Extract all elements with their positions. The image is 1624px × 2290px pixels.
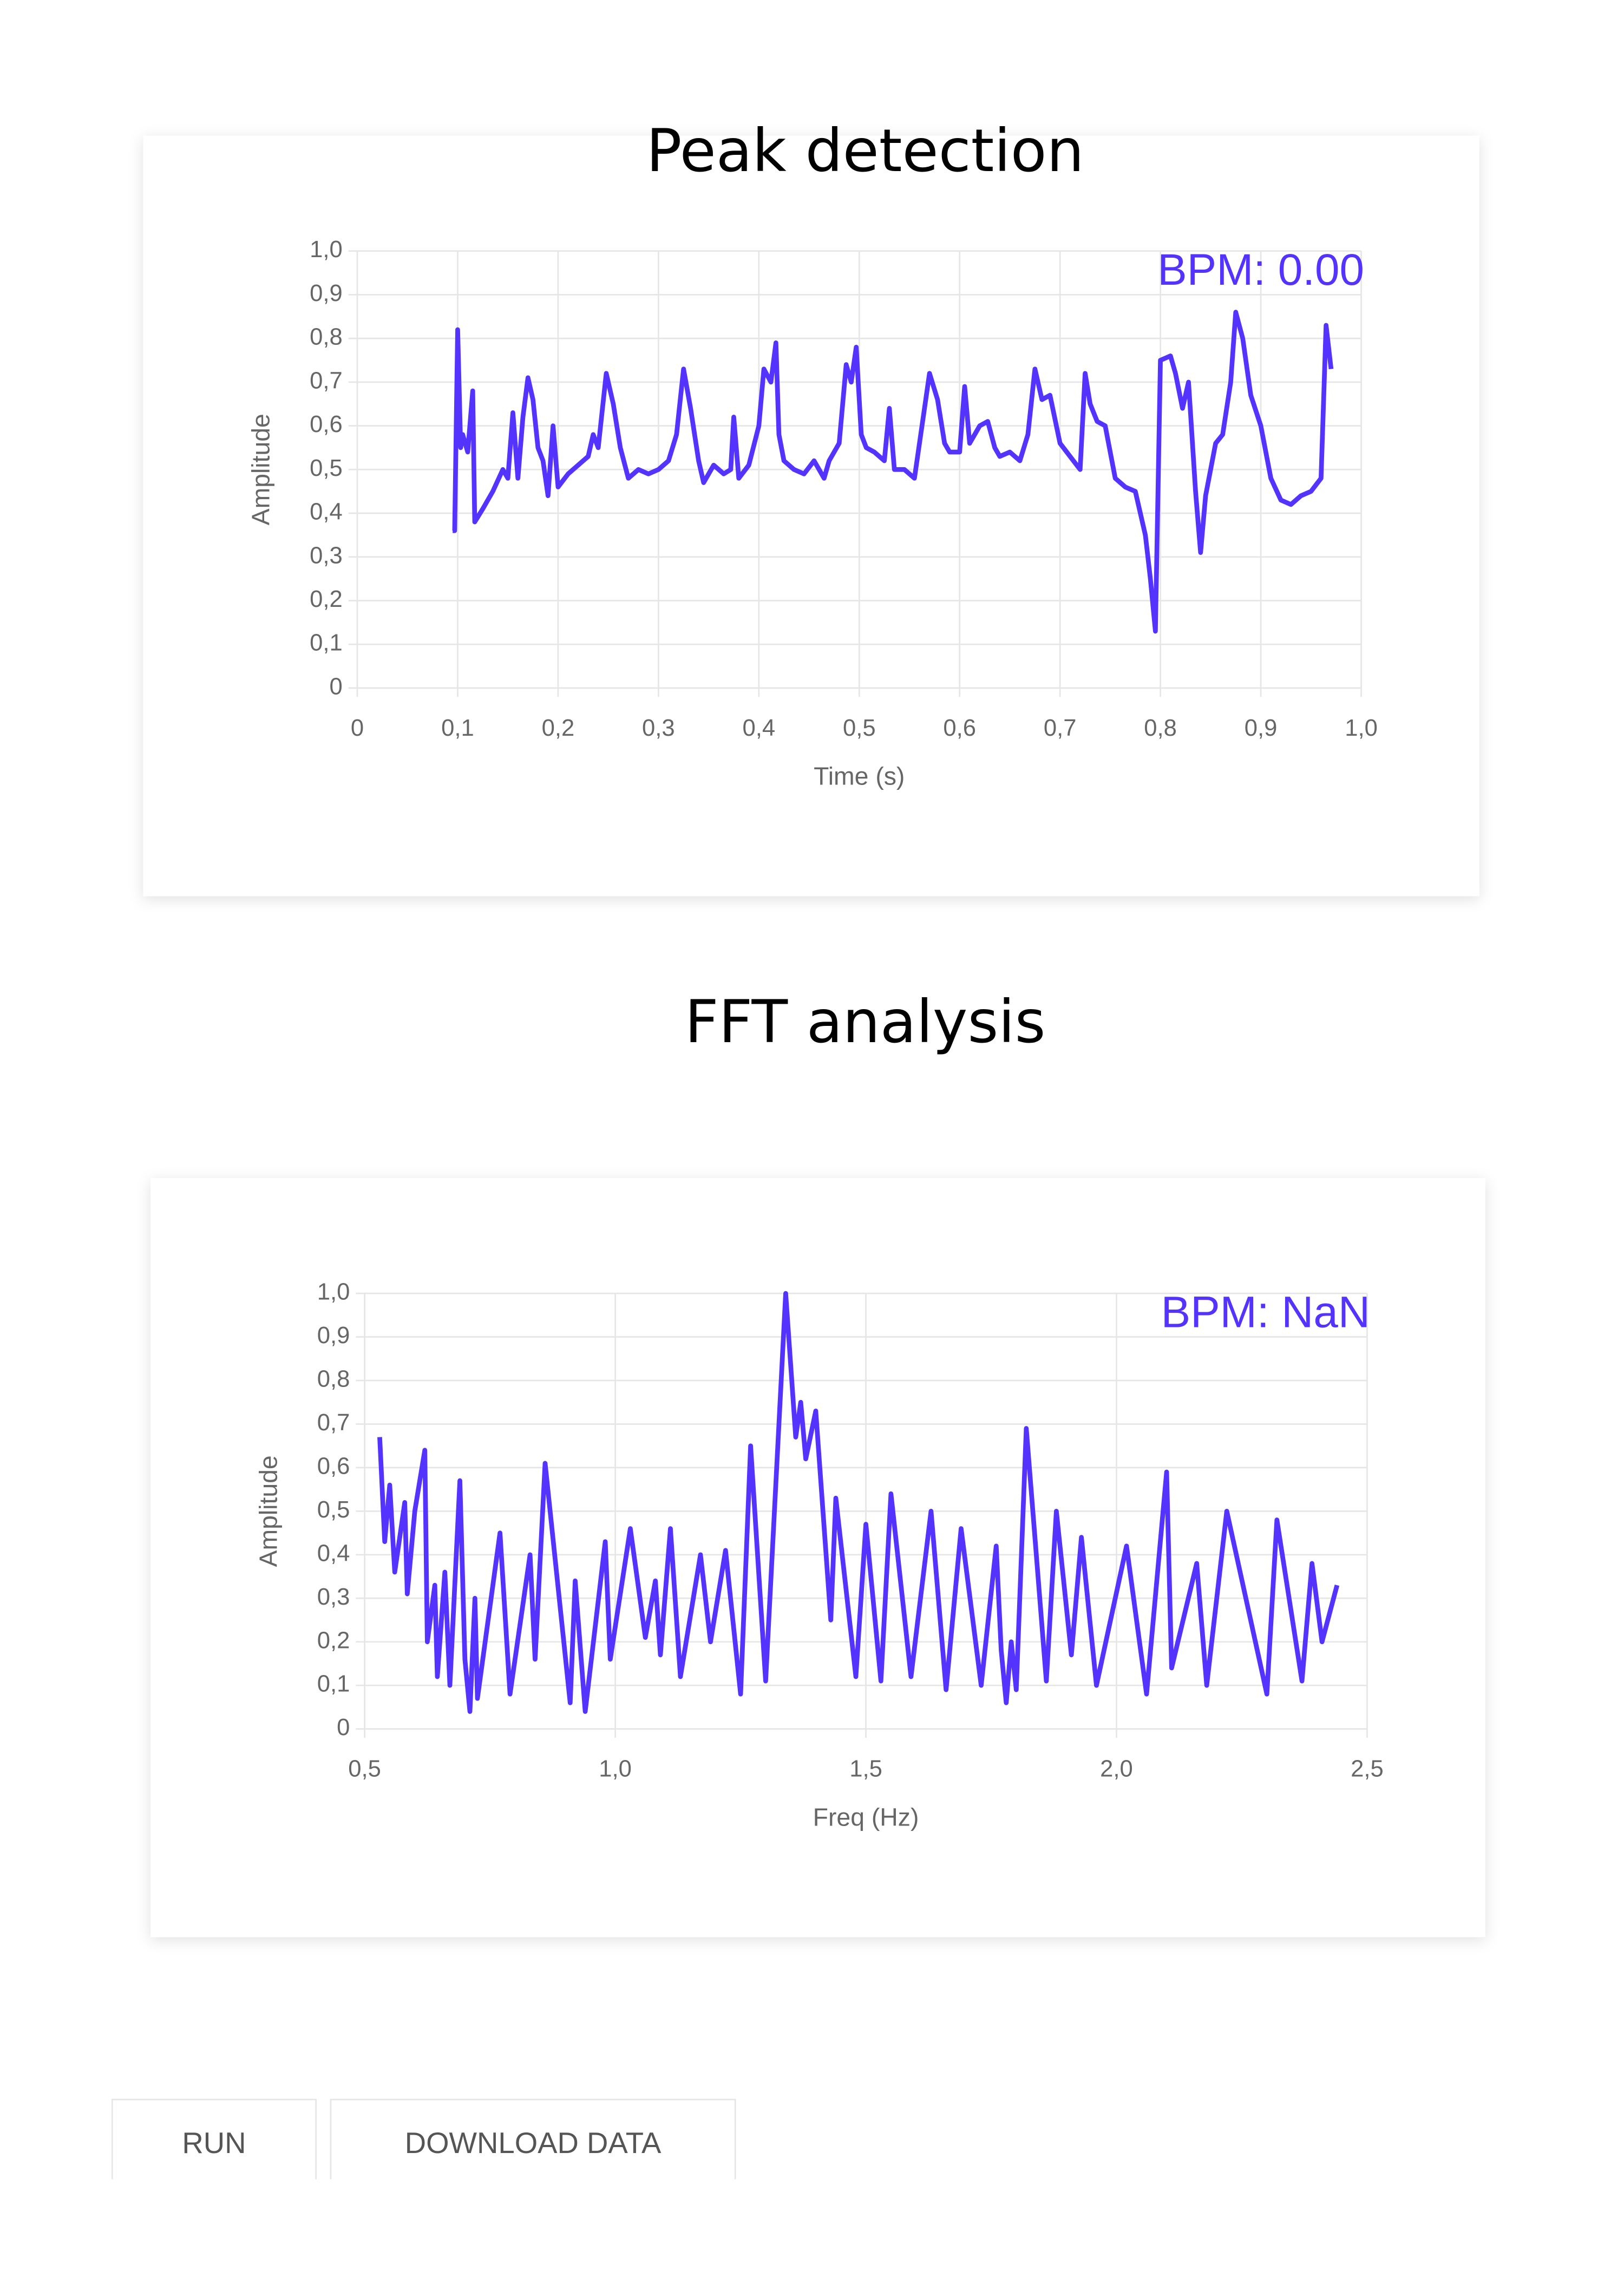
- y-tick-label: 0,3: [310, 542, 343, 568]
- x-tick-label: 0,7: [1044, 715, 1077, 741]
- y-tick-label: 0,7: [317, 1410, 350, 1436]
- card: [150, 1178, 1485, 1938]
- x-tick-label: 0,5: [843, 715, 876, 741]
- y-tick-label: 0,2: [317, 1627, 350, 1653]
- y-tick-label: 0,3: [317, 1584, 350, 1610]
- y-tick-label: 0,2: [310, 586, 343, 612]
- run-button[interactable]: RUN: [111, 2098, 317, 2189]
- y-tick-label: 0,5: [310, 455, 343, 481]
- x-tick-label: 1,5: [849, 1756, 882, 1782]
- y-tick-label: 0,6: [310, 411, 343, 437]
- x-axis-title: Freq (Hz): [813, 1803, 919, 1831]
- button-label[interactable]: DOWNLOAD DATA: [405, 2127, 662, 2160]
- chart-title: Peak detection: [646, 116, 1084, 185]
- y-tick-label: 0: [329, 673, 342, 699]
- bpm-annotation: BPM: NaN: [1161, 1288, 1370, 1337]
- y-tick-label: 0,7: [310, 368, 343, 394]
- x-tick-label: 0,8: [1144, 715, 1177, 741]
- y-tick-label: 1,0: [317, 1279, 350, 1305]
- button-label[interactable]: RUN: [182, 2127, 246, 2160]
- x-tick-label: 1,0: [599, 1756, 632, 1782]
- chart-title: FFT analysis: [685, 987, 1046, 1056]
- bpm-annotation: BPM: 0.00: [1157, 245, 1364, 295]
- x-tick-label: 0,9: [1245, 715, 1278, 741]
- x-tick-label: 0,5: [348, 1756, 381, 1782]
- y-tick-label: 0,1: [317, 1671, 350, 1697]
- y-tick-label: 0,5: [317, 1497, 350, 1523]
- y-tick-label: 0,4: [310, 499, 343, 525]
- y-tick-label: 0,9: [317, 1323, 350, 1349]
- x-tick-label: 0,2: [542, 715, 575, 741]
- y-tick-label: 0,4: [317, 1540, 350, 1566]
- x-tick-label: 0,3: [642, 715, 675, 741]
- y-tick-label: 1,0: [310, 237, 343, 263]
- y-axis-title: Amplitude: [254, 1455, 282, 1567]
- x-axis-title: Time (s): [814, 762, 905, 790]
- x-tick-label: 0: [351, 715, 364, 741]
- y-tick-label: 0,8: [317, 1366, 350, 1392]
- x-tick-label: 2,0: [1100, 1756, 1133, 1782]
- y-tick-label: 0,8: [310, 324, 343, 350]
- y-axis-title: Amplitude: [247, 414, 275, 525]
- x-tick-label: 0,4: [742, 715, 775, 741]
- page-bottom: [0, 2179, 1624, 2290]
- y-tick-label: 0,9: [310, 280, 343, 306]
- y-tick-label: 0: [337, 1715, 350, 1741]
- data-line: [452, 310, 1334, 634]
- x-tick-label: 2,5: [1351, 1756, 1384, 1782]
- y-tick-label: 0,1: [310, 630, 343, 656]
- x-tick-label: 0,6: [943, 715, 976, 741]
- data-line: [377, 1291, 1340, 1714]
- card: [143, 135, 1479, 897]
- x-tick-label: 0,1: [441, 715, 474, 741]
- x-tick-label: 1,0: [1345, 715, 1378, 741]
- button-frame[interactable]: [330, 2098, 736, 2189]
- y-tick-label: 0,6: [317, 1453, 350, 1479]
- download-button[interactable]: DOWNLOAD DATA: [330, 2098, 736, 2189]
